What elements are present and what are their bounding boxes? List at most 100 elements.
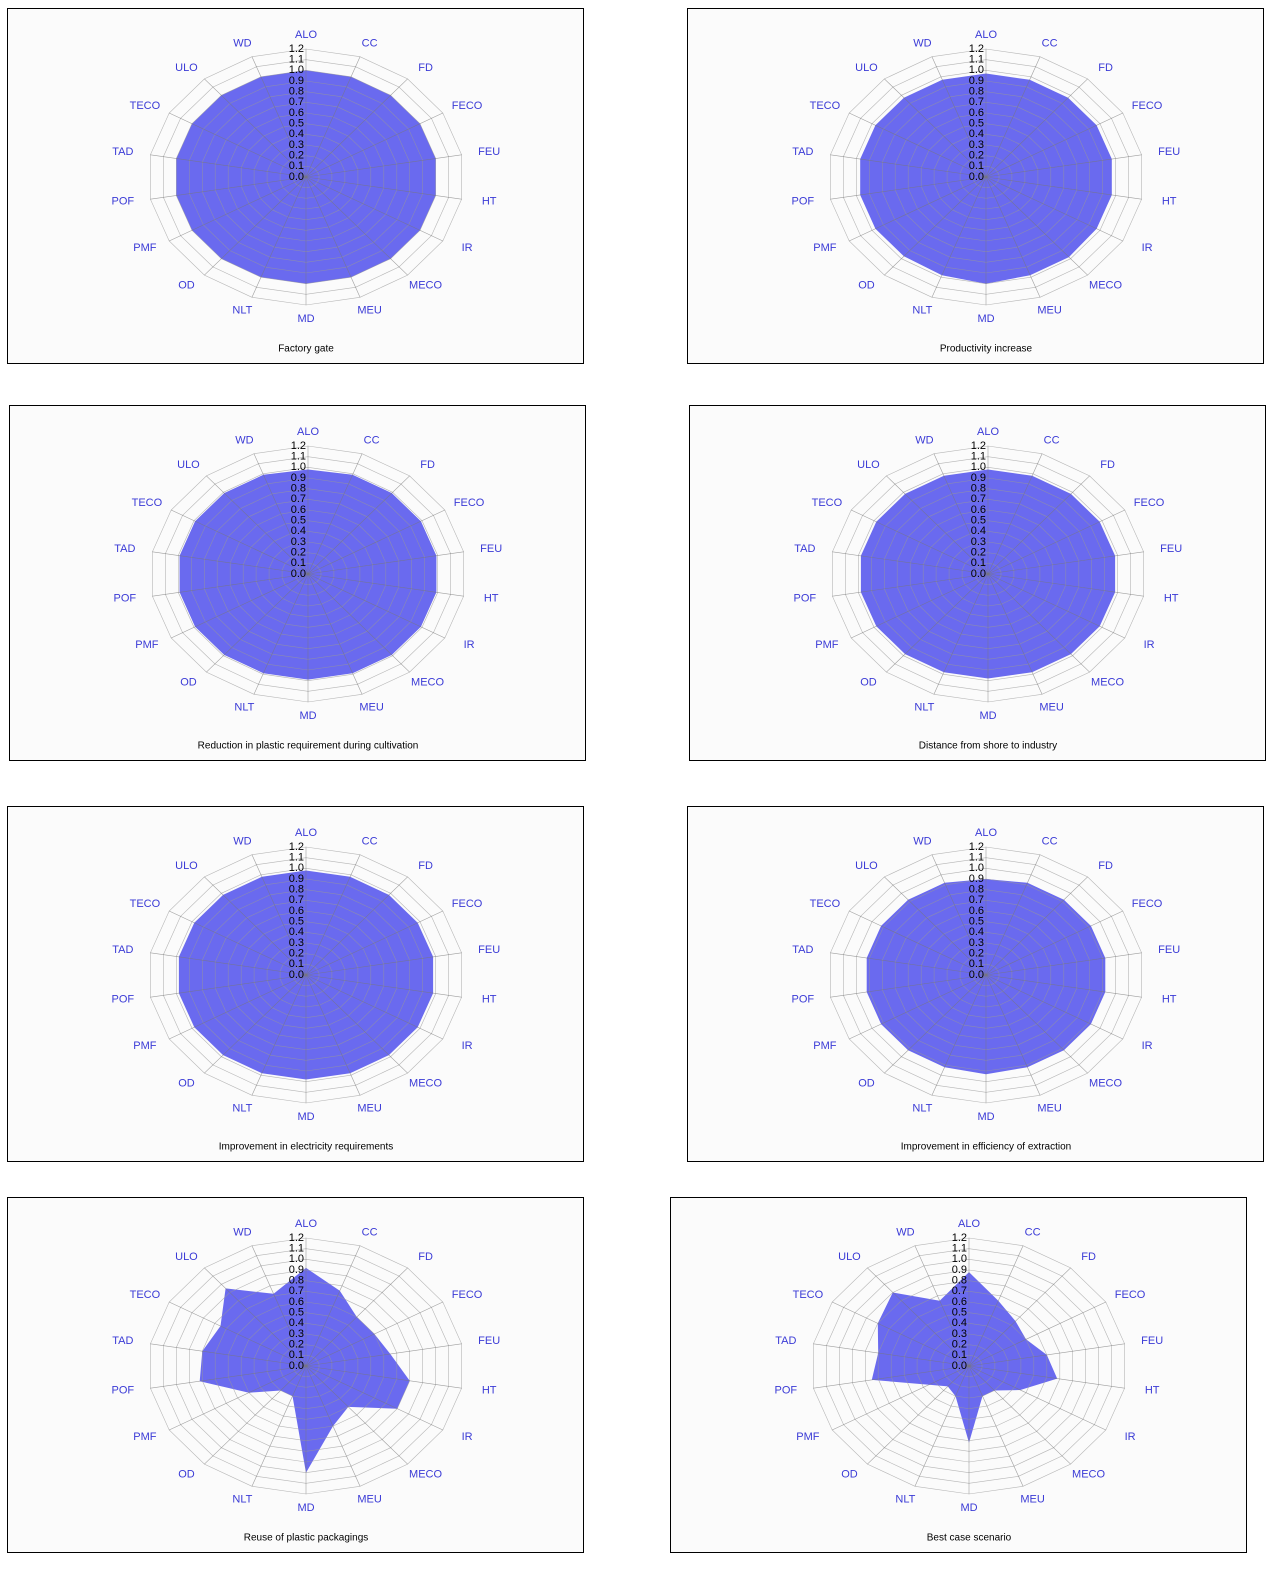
- category-label: NLT: [232, 1493, 252, 1505]
- r-tick-label: 0.6: [969, 107, 984, 119]
- spoke: [884, 876, 987, 976]
- r-tick-label: 0.1: [289, 160, 304, 172]
- category-label: PMF: [813, 242, 837, 254]
- category-label: TAD: [792, 146, 813, 158]
- spoke: [305, 974, 443, 1040]
- category-label: FEU: [1141, 1335, 1163, 1347]
- spoke: [933, 573, 989, 695]
- spoke: [307, 551, 464, 575]
- spoke: [931, 854, 987, 976]
- spoke: [884, 78, 987, 178]
- spoke: [150, 1343, 307, 1367]
- spoke: [987, 573, 1144, 597]
- r-tick-label: 0.5: [289, 916, 304, 928]
- spoke: [985, 910, 1123, 976]
- r-tick-label: 1.2: [969, 841, 984, 853]
- spoke: [985, 876, 1088, 976]
- r-tick-label: 0.4: [291, 525, 306, 537]
- r-tick-label: 0.0: [971, 568, 986, 580]
- category-label: CC: [1044, 434, 1060, 446]
- r-tick-label: 1.0: [289, 862, 304, 874]
- r-tick-label: 0.6: [952, 1296, 967, 1308]
- spoke: [867, 1365, 970, 1465]
- spoke: [305, 1267, 408, 1367]
- category-label: OD: [858, 280, 875, 292]
- spoke: [204, 176, 307, 276]
- category-label: ULO: [855, 860, 878, 872]
- r-tick-label: 0.0: [952, 1360, 967, 1372]
- category-label: PMF: [133, 1431, 157, 1443]
- spoke: [968, 1267, 1071, 1367]
- spoke: [884, 176, 987, 276]
- r-tick-label: 0.6: [971, 504, 986, 516]
- r-tick-label: 0.6: [289, 905, 304, 917]
- spoke: [150, 974, 307, 998]
- r-tick-label: 1.0: [971, 461, 986, 473]
- spoke: [305, 176, 361, 298]
- spoke: [305, 876, 408, 976]
- category-label: ALO: [295, 827, 317, 839]
- category-label: FECO: [1132, 100, 1163, 112]
- category-label: CC: [1042, 835, 1058, 847]
- category-label: ULO: [175, 1251, 198, 1263]
- r-tick-label: 0.1: [971, 557, 986, 569]
- category-label: POF: [112, 1385, 135, 1397]
- category-label: POF: [114, 593, 137, 605]
- category-label: ALO: [975, 827, 997, 839]
- spoke: [206, 573, 309, 673]
- r-tick-label: 0.4: [289, 926, 304, 938]
- spoke: [305, 1343, 462, 1367]
- category-label: MD: [297, 1111, 314, 1123]
- r-tick-label: 0.7: [969, 894, 984, 906]
- spoke: [204, 78, 307, 178]
- spoke: [849, 910, 987, 976]
- category-label: TECO: [810, 100, 841, 112]
- spoke: [985, 176, 1088, 276]
- category-label: ALO: [958, 1218, 980, 1230]
- category-label: NLT: [912, 1102, 932, 1114]
- r-tick-label: 0.2: [969, 948, 984, 960]
- category-label: ALO: [295, 1218, 317, 1230]
- r-tick-label: 0.5: [952, 1307, 967, 1319]
- spoke: [305, 78, 408, 178]
- chart-title: Productivity increase: [940, 344, 1033, 355]
- r-tick-label: 1.0: [969, 64, 984, 76]
- r-tick-label: 0.1: [289, 1349, 304, 1361]
- spoke: [169, 910, 307, 976]
- category-label: OD: [178, 1078, 195, 1090]
- category-label: POF: [792, 994, 815, 1006]
- spoke: [832, 1301, 970, 1367]
- category-label: HT: [482, 196, 497, 208]
- r-tick-label: 0.4: [952, 1317, 967, 1329]
- category-label: CC: [362, 1226, 378, 1238]
- spoke: [968, 1343, 1125, 1367]
- spoke: [307, 509, 445, 575]
- category-label: MD: [299, 710, 316, 722]
- spoke: [968, 1365, 1071, 1465]
- r-tick-label: 0.5: [291, 515, 306, 527]
- r-tick-label: 0.7: [952, 1285, 967, 1297]
- r-tick-label: 1.1: [291, 451, 306, 463]
- radar-chart: 0.00.10.20.30.40.50.60.70.80.91.01.11.2 A…: [775, 1218, 1164, 1544]
- spoke: [305, 910, 443, 976]
- r-tick-label: 0.8: [291, 483, 306, 495]
- category-label: TECO: [130, 1289, 161, 1301]
- category-label: NLT: [912, 304, 932, 316]
- r-tick-label: 1.2: [952, 1232, 967, 1244]
- r-tick-label: 1.1: [969, 54, 984, 66]
- spoke: [150, 154, 307, 178]
- spoke: [830, 176, 987, 200]
- spoke: [171, 573, 309, 639]
- category-label: IR: [1144, 639, 1155, 651]
- chart-title: Improvement in electricity requirements: [219, 1142, 394, 1153]
- r-tick-label: 1.2: [969, 43, 984, 55]
- spoke: [851, 509, 989, 575]
- r-tick-label: 0.5: [969, 118, 984, 130]
- spoke: [830, 974, 987, 998]
- chart-title: Improvement in efficiency of extraction: [901, 1142, 1071, 1153]
- r-tick-label: 0.5: [289, 1307, 304, 1319]
- category-label: MD: [979, 710, 996, 722]
- spoke: [305, 1365, 443, 1431]
- category-label: HT: [1162, 196, 1177, 208]
- category-label: FECO: [1115, 1289, 1146, 1301]
